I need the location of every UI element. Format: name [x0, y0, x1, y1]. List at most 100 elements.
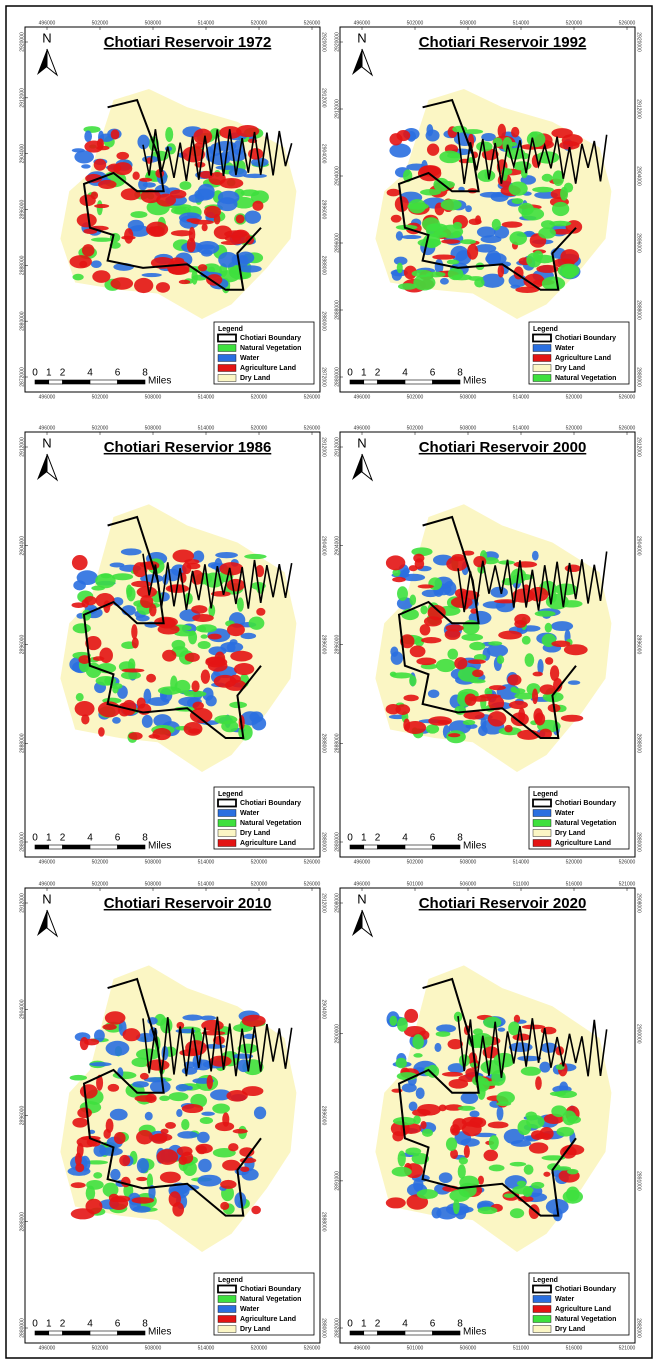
x-coordinate-label: 514000 [198, 881, 215, 887]
land-cover-patch [157, 1149, 178, 1165]
land-cover-patch [489, 685, 506, 690]
land-cover-patch [533, 708, 543, 723]
land-cover-patch [124, 228, 133, 244]
land-cover-patch [465, 205, 472, 212]
land-cover-patch [159, 1095, 170, 1101]
y-coordinate-label: 2904000 [321, 144, 327, 164]
y-coordinate-label: 2908000 [636, 893, 642, 913]
land-cover-patch [110, 277, 133, 290]
land-cover-patch [148, 734, 160, 738]
scale-segment [49, 845, 63, 849]
land-cover-patch [469, 1111, 479, 1118]
legend-label: Dry Land [555, 365, 585, 372]
y-coordinate-label: 2920000 [334, 32, 340, 52]
land-cover-patch [556, 1127, 574, 1137]
figure: 4960004960005020005020005080005080005140… [0, 0, 658, 1365]
legend-label: Chotiari Boundary [555, 1286, 616, 1293]
land-cover-patch [106, 1041, 130, 1056]
land-cover-patch [214, 715, 237, 724]
y-coordinate-label: 2912000 [19, 437, 25, 457]
land-cover-patch [413, 554, 424, 563]
land-cover-patch [391, 215, 402, 223]
land-cover-patch [80, 1084, 98, 1098]
land-cover-patch [426, 223, 447, 232]
y-coordinate-label: 2888000 [321, 734, 327, 754]
land-cover-patch [433, 178, 449, 192]
x-coordinate-label: 514000 [513, 20, 530, 26]
land-cover-patch [565, 565, 581, 572]
land-cover-patch [497, 655, 504, 664]
land-cover-patch [446, 1137, 457, 1151]
land-cover-patch [447, 259, 459, 264]
scale-label: 6 [115, 833, 121, 844]
land-cover-patch [413, 1053, 422, 1058]
land-cover-patch [469, 642, 485, 651]
land-cover-patch [391, 672, 413, 678]
scale-segment [35, 380, 49, 384]
land-cover-patch [143, 182, 156, 188]
land-cover-patch [197, 1175, 221, 1187]
land-cover-patch [132, 637, 139, 648]
land-cover-patch [498, 1027, 506, 1031]
scale-label: 2 [60, 368, 66, 379]
y-coordinate-label: 2912000 [321, 88, 327, 108]
land-cover-patch [160, 1172, 181, 1184]
land-cover-patch [132, 1081, 149, 1088]
x-coordinate-label: 502000 [92, 394, 109, 400]
land-cover-patch [487, 644, 508, 657]
land-cover-patch [401, 235, 422, 239]
land-cover-patch [416, 658, 436, 666]
land-cover-patch [502, 221, 523, 227]
land-cover-patch [398, 1151, 406, 1167]
legend-label: Dry Land [240, 830, 270, 837]
scale-segment [350, 1331, 364, 1335]
land-cover-patch [252, 201, 263, 211]
scale-label: 0 [32, 833, 38, 844]
land-cover-patch [551, 621, 573, 631]
scale-label: 4 [402, 368, 408, 379]
land-cover-patch [237, 597, 244, 611]
scale-unit: Miles [148, 376, 171, 387]
land-cover-patch [142, 715, 153, 728]
scale-label: 6 [430, 833, 436, 844]
land-cover-patch [110, 1169, 120, 1180]
legend-label: Natural Vegetation [555, 1316, 616, 1323]
legend-label: Water [240, 355, 259, 362]
scale-segment [90, 380, 118, 384]
y-coordinate-label: 2880000 [19, 1318, 25, 1338]
scale-unit: Miles [148, 1327, 171, 1338]
land-cover-patch [121, 671, 141, 679]
land-cover-patch [428, 605, 446, 620]
scale-label: 1 [46, 833, 52, 844]
y-coordinate-label: 2920000 [636, 32, 642, 52]
legend-label: Dry Land [555, 830, 585, 837]
land-cover-patch [177, 1131, 198, 1138]
land-cover-patch [172, 1202, 184, 1217]
x-coordinate-label: 502000 [407, 425, 424, 431]
x-coordinate-label: 496000 [354, 425, 371, 431]
land-cover-patch [169, 1092, 189, 1101]
y-coordinate-label: 2912000 [19, 893, 25, 913]
land-cover-patch [106, 1118, 114, 1132]
x-coordinate-label: 501000 [407, 1345, 424, 1351]
land-cover-patch [176, 1109, 182, 1117]
scale-label: 2 [60, 1319, 66, 1330]
land-cover-patch [243, 174, 267, 178]
land-cover-patch [111, 1196, 130, 1203]
land-cover-patch [412, 1109, 431, 1117]
y-coordinate-label: 2912000 [636, 99, 642, 119]
land-cover-patch [432, 254, 455, 259]
land-cover-patch [538, 227, 556, 238]
land-cover-patch [420, 624, 431, 635]
y-coordinate-label: 2912000 [321, 893, 327, 913]
map-title: Chotiari Reservoir 2020 [419, 895, 587, 912]
scale-segment [433, 1331, 461, 1335]
land-cover-patch [92, 270, 110, 283]
legend-label: Dry Land [240, 375, 270, 382]
legend-swatch [533, 1296, 551, 1303]
land-cover-patch [545, 623, 552, 633]
land-cover-patch [462, 620, 479, 635]
land-cover-patch [201, 1112, 215, 1116]
x-coordinate-label: 496000 [354, 20, 371, 26]
scale-segment [364, 380, 378, 384]
